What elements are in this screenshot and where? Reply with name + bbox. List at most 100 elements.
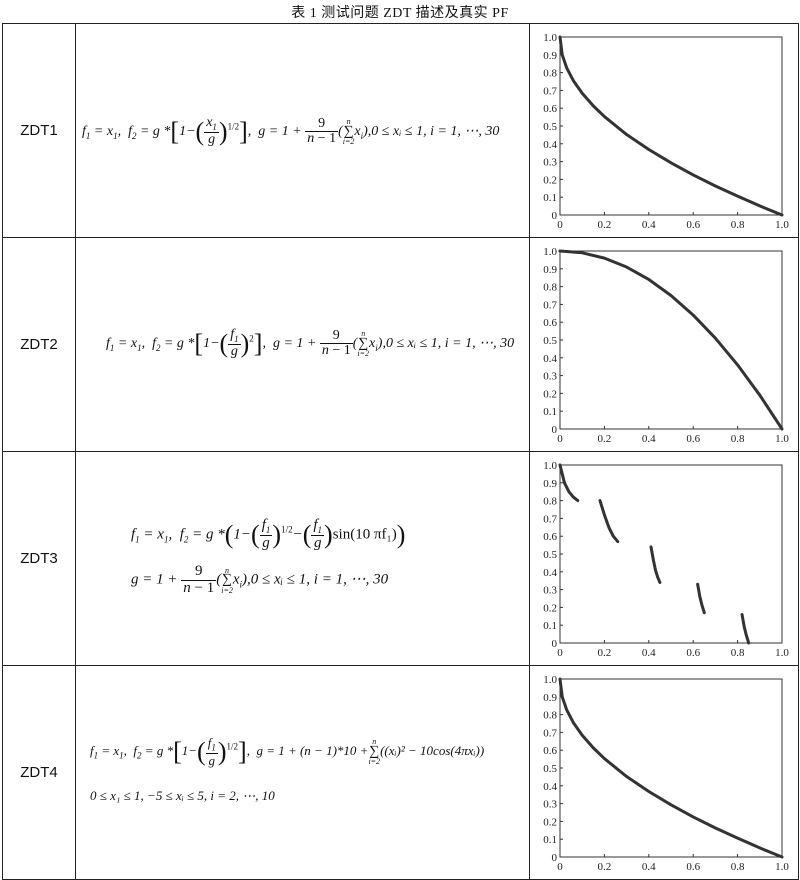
plot-cell: 0 0.1 0.2 0.3 0.4 0.5 0.6 0.7 0.8 0.9 1.0 0 0.2 0.4 0.… (529, 237, 799, 452)
x-tick-label: 0.6 (686, 219, 700, 231)
x-tick-label: 0.6 (686, 433, 700, 445)
x-tick-label: 0.2 (598, 861, 612, 873)
data-point (654, 568, 657, 572)
data-point (700, 604, 704, 607)
formula-zdt3-line1: f1 = x1, f2 = g *(1−(f1 g)1/2−(f1 g)sin(10… (131, 517, 406, 552)
y-tick-label: 0.1 (543, 620, 557, 632)
data-point (558, 249, 562, 253)
formula-cell: f1 = x1, f2 = g *[1−(f1 g)1/2], g = 1 + (… (75, 665, 530, 880)
data-point (603, 115, 606, 118)
y-tick-label: 0.5 (543, 121, 557, 133)
data-point (625, 775, 628, 778)
y-tick-label: 0.6 (543, 745, 557, 757)
x-tick-label: 0.6 (686, 861, 700, 873)
y-tick-label: 0.3 (543, 799, 557, 811)
x-tick-label: 0.2 (598, 647, 612, 659)
x-tick-label: 0.4 (642, 433, 656, 445)
y-tick-label: 0.2 (543, 388, 557, 400)
y-tick-label: 0.3 (543, 371, 557, 383)
x-tick-label: 0 (557, 647, 563, 659)
x-tick-label: 0.4 (642, 861, 656, 873)
data-point (736, 363, 739, 367)
data-point (625, 265, 628, 269)
data-point (696, 583, 699, 586)
formula-tail: 0 ≤ xᵢ ≤ 1, i = 1, ⋯, 30 (371, 124, 500, 140)
y-tick-label: 0 (552, 638, 558, 650)
data-point (592, 104, 595, 108)
y-tick-label: 0.5 (543, 549, 557, 561)
y-tick-label: 0.8 (543, 282, 557, 294)
data-point (656, 575, 659, 579)
y-tick-label: 0.2 (543, 602, 557, 614)
y-tick-label: 0.3 (543, 585, 557, 597)
x-tick-label: 0.4 (642, 647, 656, 659)
y-tick-label: 1.0 (543, 32, 557, 44)
plot-frame (559, 250, 783, 430)
data-point (747, 641, 750, 645)
pf-series-line (696, 582, 706, 615)
formula-zdt1: f1 = x1, f2 = g *[1−(x1 g)1/2], g = 1 + 9… (82, 115, 500, 148)
y-tick-label: 0 (552, 210, 558, 222)
plot-frame (559, 678, 783, 858)
x-tick-label: 0.2 (598, 219, 612, 231)
y-tick-label: 0.2 (543, 174, 557, 186)
data-point (563, 481, 566, 484)
x-tick-label: 0.2 (598, 433, 612, 445)
x-tick-label: 0.8 (731, 647, 745, 659)
x-tick-label: 0.6 (686, 647, 700, 659)
data-point (669, 161, 673, 165)
data-point (598, 499, 602, 502)
data-point (567, 490, 571, 493)
x-tick-label: 0 (557, 861, 563, 873)
formula-tail: 0 ≤ xᵢ ≤ 1, i = 1, ⋯, 30 (250, 571, 389, 588)
data-point (603, 757, 606, 760)
y-tick-label: 0.9 (543, 50, 557, 62)
data-point (703, 611, 706, 614)
y-tick-label: 0.5 (543, 335, 557, 347)
sin-term: sin(10 πf₁) (332, 526, 397, 543)
data-point (758, 846, 761, 850)
pf-series-line (558, 677, 784, 859)
y-tick-label: 0.1 (543, 406, 557, 418)
data-point (561, 695, 564, 698)
data-point (698, 595, 702, 598)
plot-cell: 0 0.1 0.2 0.3 0.4 0.5 0.6 0.7 0.8 0.9 1.0 0 0.2 0.4 0.… (529, 23, 799, 238)
data-point (714, 826, 717, 830)
pf-chart-zdt2: 0 0.1 0.2 0.3 0.4 0.5 0.6 0.7 0.8 0.9 1.0 0 0.2 0.4 0.… (543, 246, 789, 445)
data-point (581, 251, 584, 254)
formula-cell: f1 = x1, f2 = g *[1−(x1 g)1/2], g = 1 + 9… (75, 23, 530, 238)
y-tick-label: 0.7 (543, 513, 557, 525)
formula-cell: f1 = x1, f2 = g *(1−(f1 g)1/2−(f1 g)sin(10… (75, 451, 530, 666)
formula-g-tail: ((xᵢ)² − 10cos(4πxᵢ)) (380, 742, 485, 758)
data-point (743, 625, 746, 629)
y-tick-label: 1.0 (543, 674, 557, 686)
y-tick-label: 0.9 (543, 264, 557, 276)
y-tick-label: 0.4 (543, 567, 557, 579)
pf-series-line (598, 499, 620, 544)
data-point (565, 708, 568, 711)
y-tick-label: 0.5 (543, 763, 557, 775)
data-point (565, 66, 568, 69)
zdt-table: ZDT1 f1 = x1, f2 = g *[1−(x1 g)1/2], g = … (2, 23, 799, 880)
x-tick-label: 0 (557, 219, 563, 231)
plot-frame (559, 464, 783, 644)
pf-series-line (740, 613, 751, 645)
problem-name: ZDT4 (2, 665, 76, 880)
y-tick-label: 0.1 (543, 834, 557, 846)
pf-chart-zdt3: 0 0.1 0.2 0.3 0.4 0.5 0.6 0.7 0.8 0.9 1.0 0 0.2 0.4 0.… (543, 460, 789, 659)
y-tick-label: 0.8 (543, 496, 557, 508)
table-row: ZDT1 f1 = x1, f2 = g *[1−(x1 g)1/2], g = … (2, 23, 799, 238)
x-tick-label: 1.0 (775, 219, 789, 231)
table-row: ZDT4 f1 = x1, f2 = g *[1−(f1 g)1/2], g = … (2, 665, 799, 880)
plot-cell: 0 0.1 0.2 0.3 0.4 0.5 0.6 0.7 0.8 0.9 1.0 0 0.2 0.4 0.… (529, 665, 799, 880)
y-tick-label: 0.9 (543, 692, 557, 704)
data-point (558, 463, 562, 467)
pf-series-line (558, 35, 784, 217)
data-point (652, 558, 655, 561)
y-tick-label: 0.9 (543, 478, 557, 490)
data-point (581, 734, 584, 737)
data-point (558, 677, 562, 681)
pf-chart-zdt1: 0 0.1 0.2 0.3 0.4 0.5 0.6 0.7 0.8 0.9 1.0 0 0.2 0.4 0.… (543, 32, 789, 231)
x-tick-label: 1.0 (775, 433, 789, 445)
